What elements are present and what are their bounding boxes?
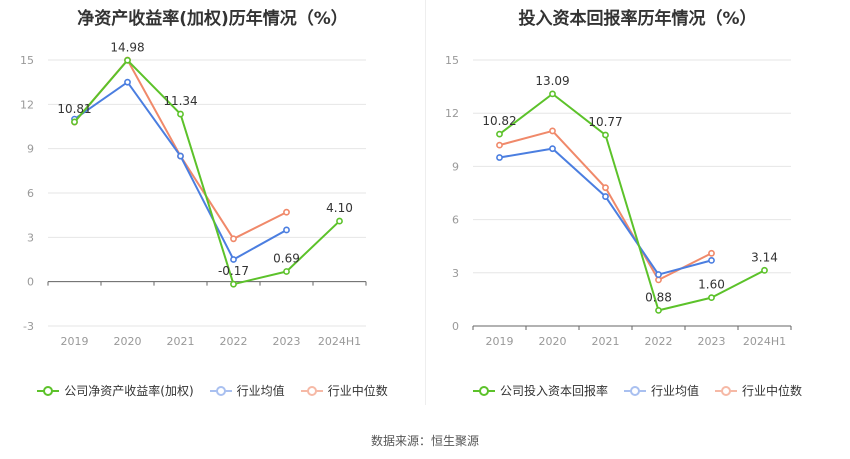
y-tick-label: 6 (27, 187, 34, 200)
y-tick-label: 9 (27, 143, 34, 156)
legend-label: 公司投入资本回报率 (499, 384, 608, 398)
y-tick-label: 12 (20, 98, 34, 111)
legend-item-company[interactable]: 公司净资产收益率(加权) (37, 382, 194, 399)
data-point-company (177, 110, 184, 118)
x-tick-label: 2023 (698, 335, 726, 348)
data-point-company (602, 131, 609, 139)
legend: 公司净资产收益率(加权) 行业均值 行业中位数 (0, 382, 425, 399)
legend: 公司投入资本回报率 行业均值 行业中位数 (425, 382, 850, 399)
chart-title: 净资产收益率(加权)历年情况（%） (77, 9, 348, 29)
data-label: 11.34 (163, 94, 197, 108)
data-point-company (549, 90, 556, 98)
data-source-note: 数据来源：恒生聚源 (370, 434, 479, 448)
legend-item-median[interactable]: 行业中位数 (715, 382, 802, 399)
x-tick-label: 2019 (486, 335, 514, 348)
roe-chart-panel: 净资产收益率(加权)历年情况（%） -3 0 3 6 9 12 15 2019 2020 2021… (0, 0, 425, 420)
roic-chart-panel: 投入资本回报率历年情况（%） 0 3 6 9 12 15 2019 2020 2021 2022 2… (425, 0, 850, 420)
roe-chart: -3 0 3 6 9 12 15 2019 2020 2021 2022 2023 2024H1 10.8… (20, 40, 367, 348)
data-label: -0.17 (218, 264, 249, 278)
data-point-median (655, 276, 662, 284)
y-tick-label: -3 (23, 320, 34, 333)
panel-divider (425, 0, 426, 405)
data-label: 13.09 (535, 74, 569, 88)
data-point-avg (708, 256, 715, 264)
legend-item-median[interactable]: 行业中位数 (300, 382, 388, 399)
data-label: 3.14 (751, 250, 778, 264)
x-tick-label: 2020 (539, 335, 567, 348)
data-point-company (708, 294, 715, 302)
data-point-avg (283, 226, 290, 234)
data-point-avg (124, 78, 131, 86)
y-tick-label: 3 (452, 267, 459, 280)
x-tick-label: 2019 (61, 335, 89, 348)
data-point-company (71, 118, 78, 126)
legend-avg-marker (209, 385, 232, 397)
series-line-company (73, 59, 341, 286)
data-point-company (496, 130, 503, 138)
data-point-avg (655, 271, 662, 278)
data-label: 10.77 (588, 115, 622, 129)
data-point-avg (496, 154, 503, 161)
y-tick-label: 0 (27, 276, 34, 289)
data-label: 1.60 (698, 278, 725, 292)
series-line-median (73, 59, 287, 240)
x-tick-label: 2022 (220, 335, 248, 348)
series-line-company (498, 92, 765, 312)
legend-median-marker (300, 385, 323, 397)
legend-company-marker (472, 385, 495, 397)
y-tick-label: 9 (452, 160, 459, 173)
data-label: 14.98 (110, 40, 144, 54)
x-tick-label: 2024H1 (743, 335, 786, 348)
x-tick-label: 2020 (114, 335, 142, 348)
roic-chart: 0 3 6 9 12 15 2019 2020 2021 2022 2023 2024H1 10.82 1… (445, 54, 792, 348)
legend-label: 公司净资产收益率(加权) (64, 384, 194, 398)
legend-label: 行业均值 (650, 384, 699, 398)
chart-title: 投入资本回报率历年情况（%） (518, 9, 757, 29)
data-point-company (283, 268, 290, 275)
series-line-avg (73, 81, 287, 261)
y-tick-label: 15 (20, 54, 34, 67)
data-point-company (230, 280, 237, 288)
legend-item-avg[interactable]: 行业均值 (623, 382, 699, 399)
data-point-company (124, 56, 131, 64)
data-point-avg (230, 256, 237, 263)
data-label: 0.88 (645, 290, 672, 304)
data-point-company (655, 306, 662, 314)
y-tick-label: 15 (445, 54, 459, 67)
series-line-avg (499, 147, 712, 276)
legend-label: 行业均值 (236, 384, 285, 398)
x-tick-label: 2023 (273, 335, 301, 348)
data-label: 4.10 (326, 201, 353, 215)
data-label: 0.69 (273, 251, 300, 265)
x-tick-label: 2022 (645, 335, 673, 348)
data-point-company (761, 266, 768, 274)
data-point-avg (177, 152, 184, 160)
legend-item-company[interactable]: 公司投入资本回报率 (472, 382, 608, 399)
data-point-company (336, 217, 343, 225)
data-point-avg (549, 145, 556, 153)
y-tick-label: 6 (452, 214, 459, 227)
data-point-median (283, 208, 290, 216)
legend-label: 行业中位数 (742, 384, 803, 398)
legend-avg-marker (623, 385, 646, 397)
x-tick-label: 2021 (592, 335, 620, 348)
series-line-median (499, 129, 712, 281)
data-point-median (496, 141, 503, 149)
data-label: 10.82 (482, 114, 516, 128)
legend-label: 行业中位数 (327, 384, 388, 398)
y-tick-label: 3 (27, 231, 34, 244)
legend-median-marker (715, 385, 737, 397)
y-tick-label: 12 (445, 107, 459, 120)
data-point-median (708, 249, 715, 257)
data-point-median (230, 235, 237, 243)
data-point-median (549, 127, 556, 135)
data-point-avg (602, 193, 609, 200)
y-tick-label: 0 (452, 320, 459, 333)
x-tick-label: 2024H1 (318, 335, 361, 348)
data-label: 10.81 (57, 102, 91, 116)
data-point-median (602, 184, 609, 192)
legend-item-avg[interactable]: 行业均值 (209, 382, 285, 399)
legend-company-marker (37, 385, 60, 397)
x-tick-label: 2021 (167, 335, 195, 348)
